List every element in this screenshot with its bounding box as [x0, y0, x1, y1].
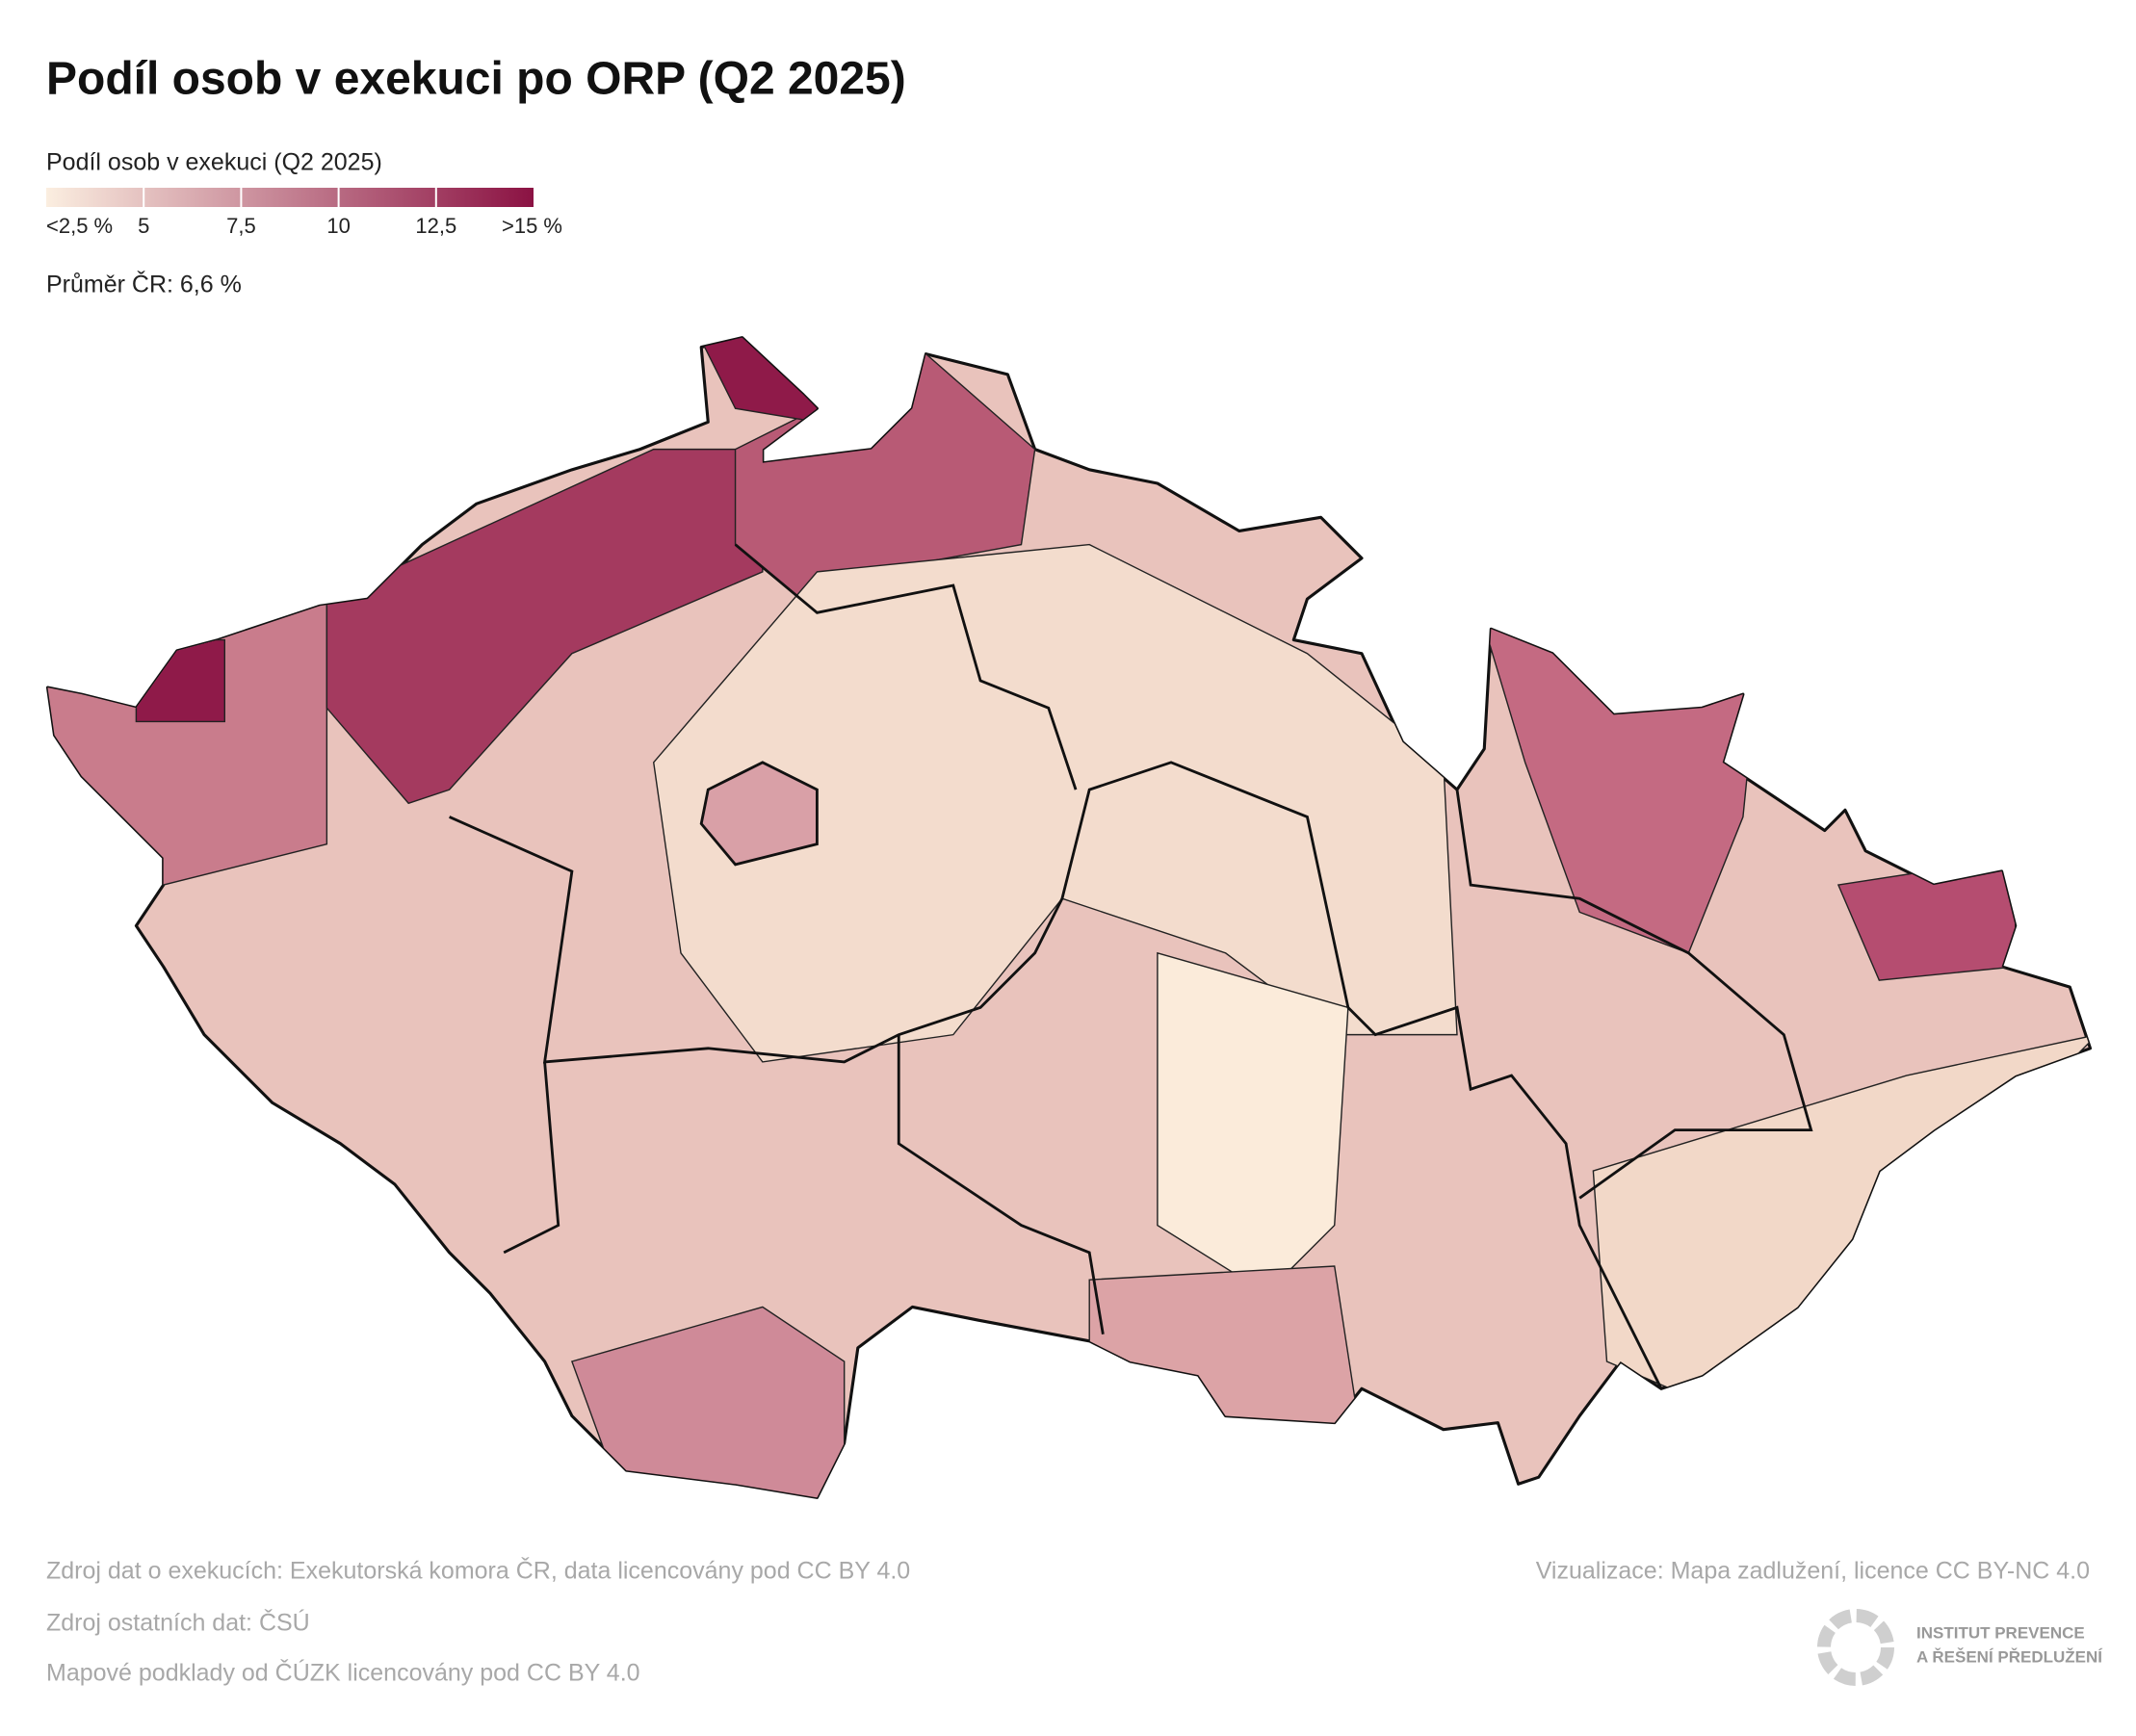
region — [1157, 951, 1349, 1295]
legend-tick-label: >15 % — [502, 214, 562, 238]
border — [449, 761, 1663, 1389]
logo-text: INSTITUT PREVENCE — [1916, 1623, 2085, 1642]
logo-icon — [1817, 1609, 1894, 1686]
average: Průměr ČR: 6,6 % — [46, 271, 242, 298]
regions — [47, 337, 2091, 1498]
region — [47, 598, 328, 886]
map — [45, 336, 2093, 1499]
title: Podíl osob v exekuci po ORP (Q2 2025) — [46, 54, 906, 105]
legend-tick-label: 7,5 — [226, 214, 256, 238]
border — [1455, 789, 1813, 1200]
footer-credit: Vizualizace: Mapa zadlužení, licence CC … — [1536, 1558, 2090, 1585]
legend-tick-label: 5 — [138, 214, 149, 238]
legend-tick-label: <2,5 % — [46, 214, 113, 238]
prague — [699, 761, 819, 867]
border — [734, 543, 1078, 790]
color-bar — [46, 188, 534, 207]
country — [45, 336, 2093, 1499]
footer-source: Mapové podklady od ČÚZK licencovány pod … — [46, 1659, 640, 1687]
footer-source: Zdroj dat o exekucích: Exekutorská komor… — [46, 1557, 910, 1585]
legend-tick-label: 10 — [326, 214, 350, 238]
footer-source: Zdroj ostatních dat: ČSÚ — [46, 1609, 310, 1637]
legend-title: Podíl osob v exekuci (Q2 2025) — [46, 149, 382, 176]
region — [652, 543, 1458, 1063]
region — [135, 638, 226, 723]
region — [326, 448, 764, 805]
border — [503, 1061, 560, 1255]
logo-text: A ŘEŠENÍ PŘEDLUŽENÍ — [1916, 1647, 2103, 1666]
border — [897, 1034, 1105, 1334]
legend-tick-label: 12,5 — [415, 214, 456, 238]
